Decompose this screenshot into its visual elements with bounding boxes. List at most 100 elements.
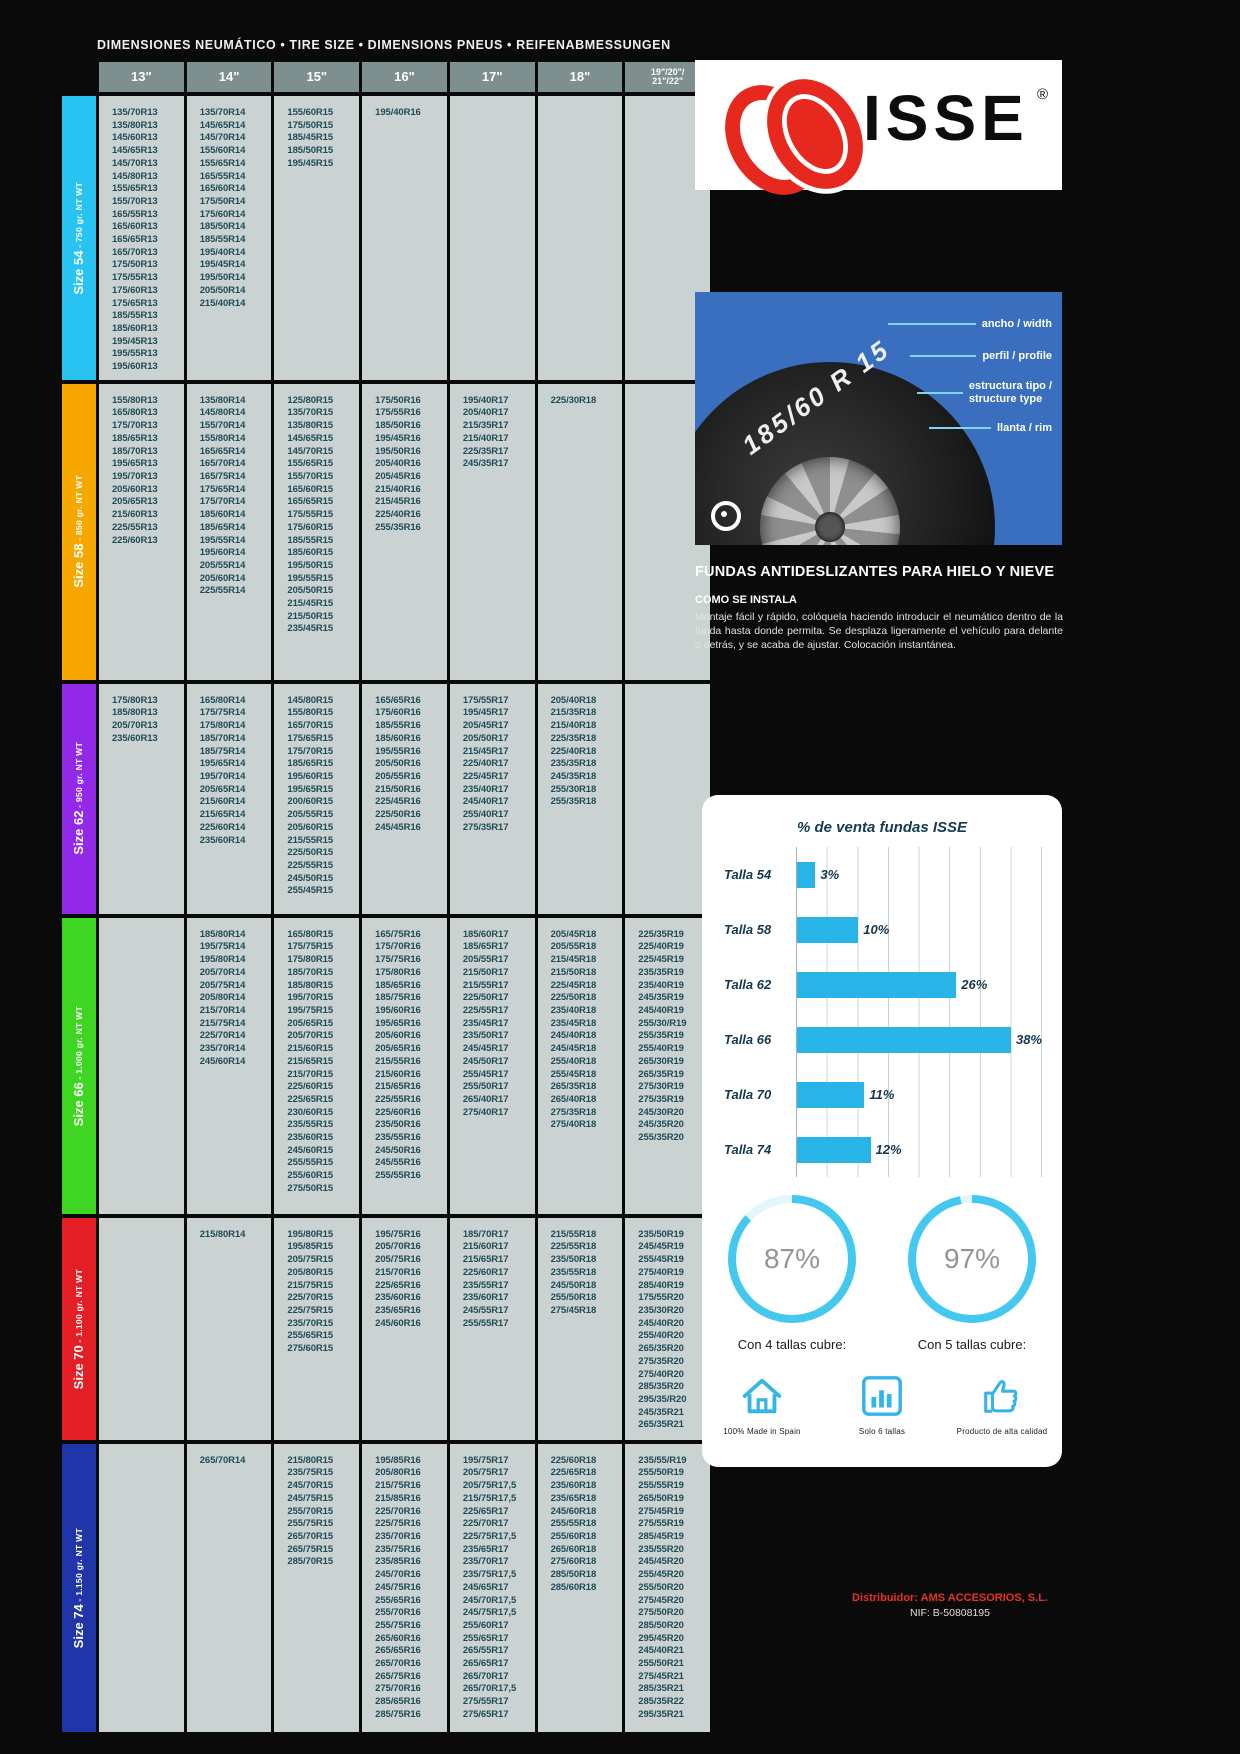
tire-size: 195/50R14 [199, 272, 246, 284]
tire-size: 175/80R15 [287, 954, 334, 966]
diagram-label: ancho / width [887, 318, 1052, 331]
tire-size: 245/40R21 [638, 1645, 684, 1657]
tire-size: 235/70R16 [375, 1530, 421, 1542]
tire-size: 255/45R20 [638, 1569, 684, 1581]
tire-size: 195/50R16 [375, 445, 421, 457]
tire-size: 255/65R15 [287, 1330, 334, 1342]
tire-size: 175/55R15 [287, 509, 334, 521]
tire-size: 205/70R13 [112, 720, 158, 732]
tire-size: 245/60R14 [199, 1055, 246, 1067]
tire-size: 225/60R17 [462, 1266, 509, 1278]
tire-size-cell: 185/80R14 195/75R14 195/80R14 205/70R14 205/… [186, 917, 272, 1214]
coverage-label: Con 4 tallas cubre: [737, 1337, 847, 1352]
tire-size: 235/75R15 [287, 1467, 334, 1479]
tire-size: 245/55R16 [375, 1157, 421, 1169]
tire-size: 255/50R20 [638, 1581, 684, 1593]
badge-alta-calidad: Producto de alta calidad [947, 1373, 1057, 1436]
tire-size: 225/70R16 [375, 1505, 421, 1517]
tire-size: 235/50R17 [462, 1030, 509, 1042]
tire-size: 205/40R18 [550, 694, 597, 706]
tire-size-cell: 135/80R14 145/80R14 155/70R14 155/80R14 165/… [186, 383, 272, 680]
diagram-label: perfil / profile [910, 350, 1052, 363]
tire-size: 175/75R15 [287, 941, 334, 953]
tire-size: 195/85R15 [287, 1241, 334, 1253]
tire-size: 255/55R19 [638, 1480, 684, 1492]
tire-size: 165/70R14 [199, 458, 246, 470]
tire-size: 265/40R17 [462, 1093, 509, 1105]
tire-size: 225/55R17 [462, 1004, 509, 1016]
tire-size: 195/70R13 [112, 470, 158, 482]
tire-size: 275/30R19 [638, 1081, 684, 1093]
tire-size: 235/85R16 [375, 1556, 421, 1568]
tire-size: 135/80R15 [287, 420, 334, 432]
bar-value-label: 10% [863, 922, 890, 937]
tire-size: 215/50R18 [550, 966, 597, 978]
tire-size: 255/45R19 [638, 1254, 684, 1266]
tire-size: 265/65R16 [375, 1645, 421, 1657]
tire-size: 155/80R14 [199, 432, 246, 444]
tire-size: 275/65R17 [462, 1708, 509, 1720]
tire-size-cell: 225/35R19 225/40R19 225/45R19 235/35R19 235/… [625, 917, 710, 1214]
tire-size: 255/30/R19 [638, 1017, 687, 1029]
coverage-item: 87% Con 4 tallas cubre: [717, 1195, 867, 1352]
tire-size: 195/60R15 [287, 770, 334, 782]
tire-size: 205/65R16 [375, 1043, 421, 1055]
tire-size: 215/55R15 [287, 834, 334, 846]
tire-size-cell: 225/30R18 [537, 383, 623, 680]
tire-size: 185/60R16 [375, 732, 421, 744]
tire-size: 275/40R19 [638, 1266, 684, 1278]
tire-size: 245/60R15 [287, 1144, 334, 1156]
tire-size-cell: 155/80R13 165/80R13 175/70R13 185/65R13 185/… [99, 383, 184, 680]
coverage-ring: 87% [728, 1195, 856, 1323]
tire-size: 255/35R20 [638, 1132, 684, 1144]
tire-size: 185/60R15 [287, 547, 334, 559]
tire-size: 215/85R16 [375, 1492, 421, 1504]
tire-size: 255/45R18 [550, 1068, 597, 1080]
tire-size-cell: 215/80R15 235/75R15 245/70R15 245/75R15 255/… [274, 1443, 360, 1732]
tire-size: 195/40R16 [375, 107, 421, 118]
tire-size: 175/50R15 [287, 119, 334, 131]
tire-size: 215/75R14 [199, 1017, 246, 1029]
tire-size: 225/60R13 [112, 534, 158, 546]
tire-size: 215/65R17 [462, 1254, 509, 1266]
tire-size: 225/45R19 [638, 954, 684, 966]
tire-size: 295/35R21 [638, 1708, 684, 1720]
column-header: 13" [99, 62, 184, 92]
tire-size: 155/60R15 [287, 107, 334, 118]
tire-size: 275/60R15 [287, 1343, 334, 1355]
tire-size: 265/70R16 [375, 1658, 421, 1670]
size-band-label: Size 54 - 750 gr. NT WT [62, 96, 96, 380]
tire-size: 225/50R17 [462, 992, 509, 1004]
tire-size: 235/60R13 [112, 732, 158, 744]
tire-size: 245/45R16 [375, 821, 421, 833]
registered-trademark-icon: ® [1036, 86, 1048, 103]
tire-size: 245/30R20 [638, 1106, 684, 1118]
tire-size: 185/80R14 [199, 928, 246, 940]
tire-size: 230/60R15 [287, 1106, 334, 1118]
tire-size: 215/65R14 [199, 809, 246, 821]
tire-size: 195/75R14 [199, 941, 246, 953]
header-spacer [62, 62, 96, 92]
tire-size: 225/45R18 [550, 979, 597, 991]
tire-size: 215/50R17 [462, 966, 509, 978]
tire-size: 225/75R17,5 [462, 1530, 517, 1542]
tire-size: 155/65R14 [199, 157, 246, 169]
tire-size: 275/50R20 [638, 1607, 684, 1619]
tire-size: 235/75R16 [375, 1543, 421, 1555]
bar-row: Talla 62 26% [724, 957, 1042, 1012]
bar-track: 3% [796, 847, 1042, 902]
tire-size: 195/80R14 [199, 954, 246, 966]
tire-size: 275/40R20 [638, 1368, 684, 1380]
tire-size: 285/40R19 [638, 1279, 684, 1291]
tire-size: 165/75R14 [199, 470, 246, 482]
tire-size: 215/80R14 [199, 1228, 246, 1240]
tire-size: 205/70R14 [199, 966, 246, 978]
tire-size: 255/70R16 [375, 1607, 421, 1619]
bar [797, 1136, 871, 1163]
tire-size: 285/70R15 [287, 1556, 334, 1568]
tire-size-cell: 165/75R16 175/70R16 175/75R16 175/80R16 185/… [362, 917, 447, 1214]
tire-size: 195/45R14 [199, 259, 246, 271]
tire-size: 175/55R13 [112, 272, 158, 284]
tire-size: 185/55R16 [375, 720, 421, 732]
tire-size: 245/75R17,5 [462, 1607, 517, 1619]
